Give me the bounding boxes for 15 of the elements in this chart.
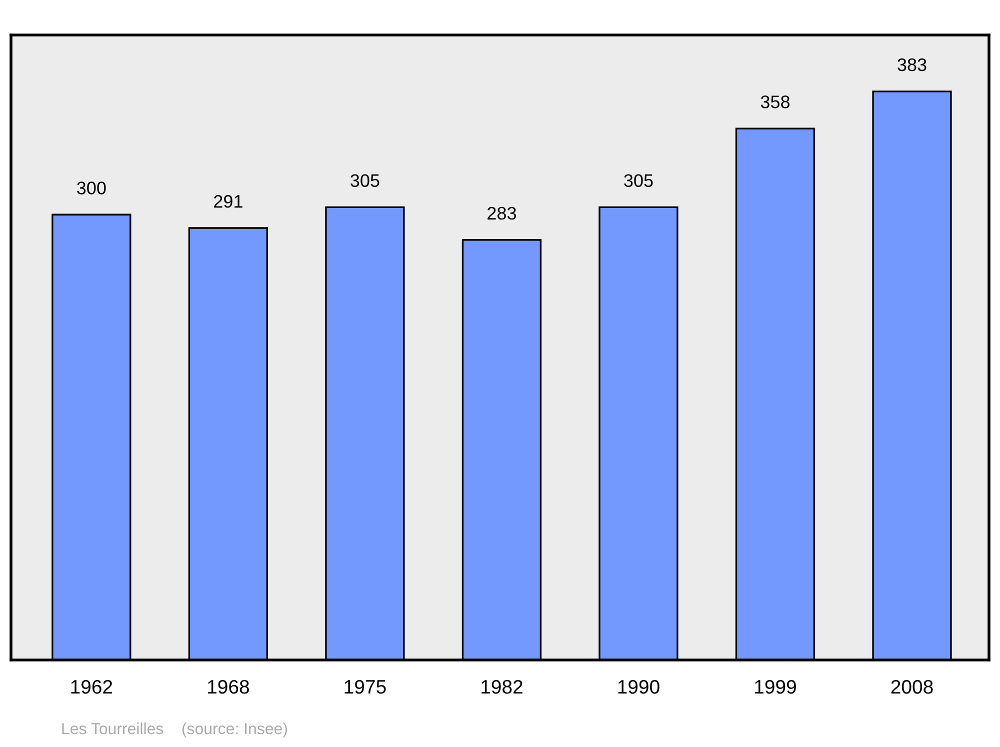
- x-tick-label: 1982: [482, 680, 522, 694]
- data-label: 383: [898, 58, 926, 72]
- data-label: 305: [350, 174, 380, 187]
- x-tick-label: 1990: [618, 680, 660, 694]
- x-tick-label: 1975: [344, 680, 386, 694]
- x-tick-label: 2008: [891, 680, 933, 694]
- data-label: 283: [488, 206, 516, 220]
- data-label: 305: [624, 174, 653, 187]
- x-tick-label: 1999: [755, 680, 796, 694]
- x-tick-label: 1962: [71, 680, 112, 694]
- data-label: 291: [214, 194, 242, 208]
- data-label: 358: [760, 96, 790, 108]
- data-label: 300: [77, 182, 106, 194]
- x-tick-label: 1968: [208, 680, 249, 694]
- text: Les Tourreilles (source: Insee): [62, 722, 287, 738]
